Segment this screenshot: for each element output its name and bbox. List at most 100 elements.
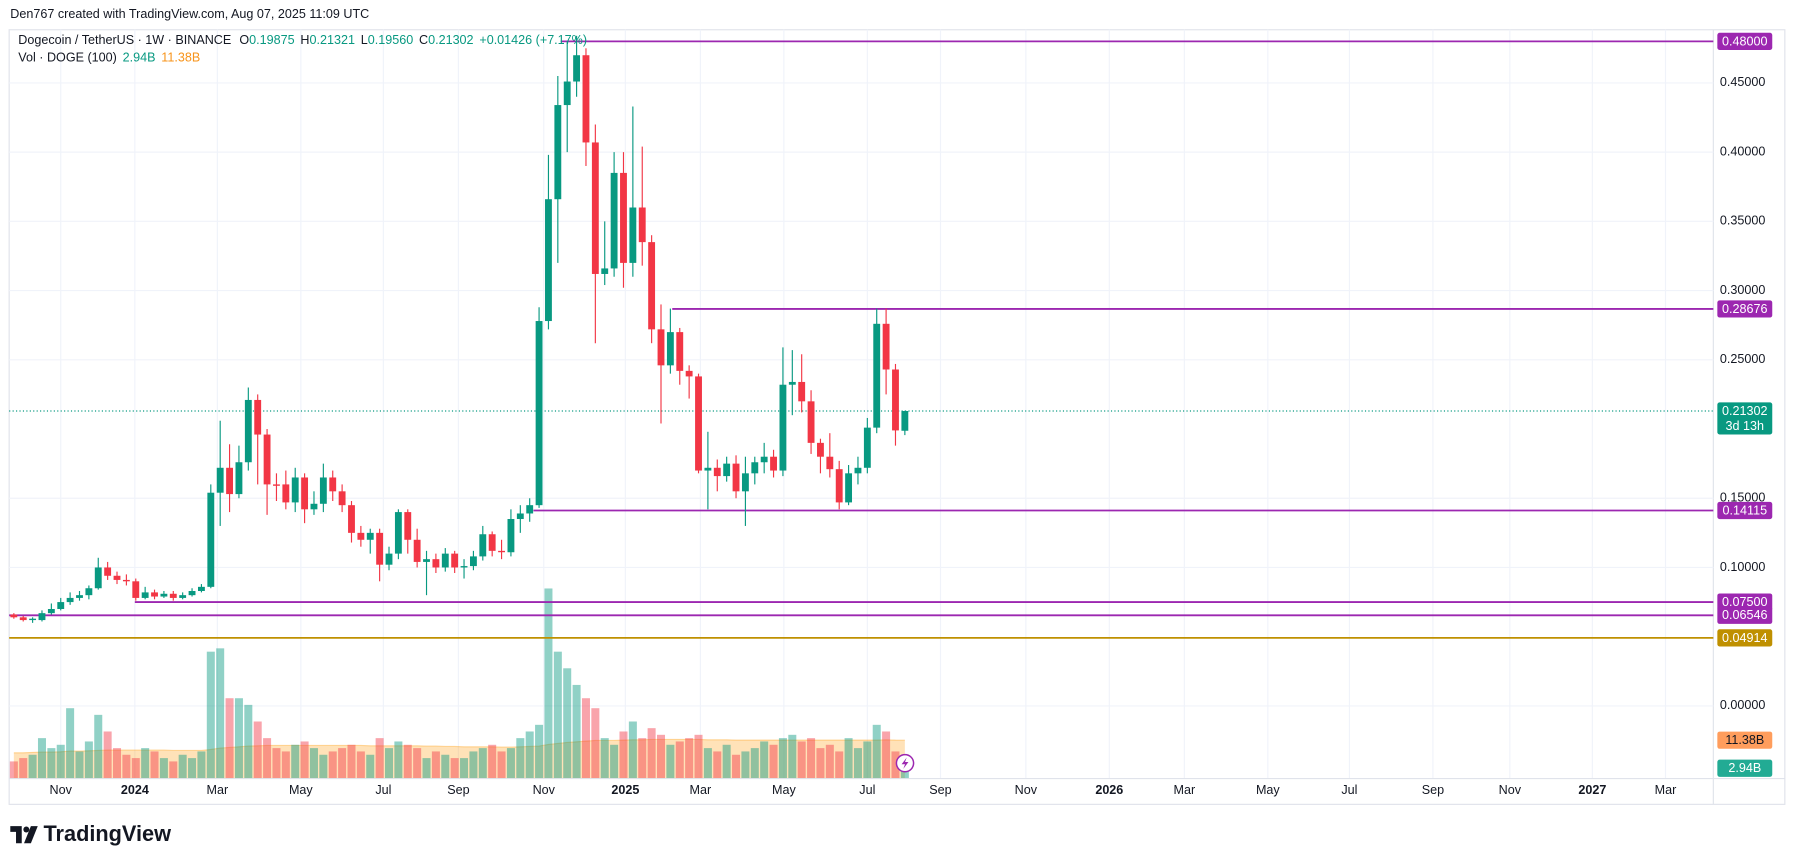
x-tick-label: May bbox=[772, 783, 796, 797]
volume-bar bbox=[769, 744, 778, 779]
volume-bar bbox=[497, 751, 506, 779]
volume-bar bbox=[685, 738, 694, 779]
candle-body bbox=[863, 427, 871, 468]
volume-bar bbox=[638, 738, 647, 779]
volume-bar bbox=[159, 758, 168, 779]
y-tick-label: 0.45000 bbox=[1720, 75, 1765, 89]
volume-bar bbox=[891, 751, 900, 779]
grid bbox=[9, 29, 1714, 779]
volume-bar bbox=[703, 748, 712, 779]
candle-body bbox=[47, 609, 55, 614]
candle-body bbox=[892, 369, 899, 431]
volume-bar bbox=[169, 761, 178, 779]
x-tick-label: Nov bbox=[1015, 783, 1038, 797]
legend-value: 0.19560 bbox=[368, 34, 413, 48]
candle-body bbox=[319, 477, 327, 504]
volume-bar bbox=[103, 731, 112, 779]
volume-bar bbox=[394, 741, 403, 779]
volume-bar bbox=[309, 748, 318, 779]
x-tick-label: Jul bbox=[375, 783, 391, 797]
volume-bar bbox=[281, 751, 290, 779]
volume-bar bbox=[441, 754, 450, 779]
volume-bar bbox=[882, 731, 891, 779]
candle-body bbox=[235, 462, 243, 495]
volume-bar bbox=[450, 758, 459, 779]
candle-body bbox=[113, 575, 121, 580]
candle-body bbox=[535, 321, 543, 506]
x-tick-label: Nov bbox=[533, 783, 556, 797]
candle-body bbox=[873, 323, 881, 428]
volume-bar bbox=[197, 751, 206, 779]
volume-ma-label: 11.38B bbox=[1725, 733, 1764, 747]
volume-pane bbox=[9, 588, 909, 779]
x-tick-label: Mar bbox=[690, 783, 712, 797]
level-label: 0.06546 bbox=[1722, 608, 1767, 622]
candle-body bbox=[601, 268, 609, 274]
candle-body bbox=[591, 142, 599, 274]
candle-body bbox=[460, 566, 468, 568]
x-tick-label: May bbox=[289, 783, 313, 797]
volume-ma-value: 11.38B bbox=[161, 51, 200, 65]
candle-body bbox=[301, 477, 309, 510]
volume-bar bbox=[628, 721, 637, 779]
volume-bar bbox=[844, 738, 853, 779]
volume-bar bbox=[375, 738, 384, 779]
x-tick-label: 2027 bbox=[1578, 783, 1606, 797]
volume-bar bbox=[234, 698, 243, 779]
x-tick-label: Jul bbox=[1341, 783, 1357, 797]
candle-body bbox=[357, 532, 365, 540]
candle-body bbox=[573, 55, 581, 82]
candle-body bbox=[741, 473, 749, 492]
volume-bar bbox=[431, 751, 440, 779]
candle-body bbox=[141, 592, 149, 598]
candle-body bbox=[329, 477, 337, 492]
y-tick-label: 0.10000 bbox=[1720, 560, 1765, 574]
y-tick-label: 0.00000 bbox=[1720, 698, 1765, 712]
candle-body bbox=[516, 513, 524, 520]
volume-bar bbox=[272, 748, 281, 779]
volume-bar bbox=[338, 748, 347, 779]
candle-body bbox=[817, 442, 824, 457]
volume-label: 2.94B bbox=[1728, 761, 1761, 775]
candle-body bbox=[760, 456, 768, 463]
candle-body bbox=[216, 467, 224, 493]
candle-body bbox=[704, 467, 712, 471]
volume-bar bbox=[675, 741, 684, 779]
volume-bar bbox=[807, 738, 816, 779]
volume-bar bbox=[666, 744, 675, 779]
volume-bar bbox=[656, 734, 666, 779]
volume-ma-area bbox=[13, 739, 905, 779]
volume-bar bbox=[741, 751, 750, 779]
volume-bar bbox=[581, 698, 590, 779]
candle-body bbox=[713, 467, 721, 477]
legend-line: Dogecoin / TetherUS · 1W · BINANCE O0.19… bbox=[18, 34, 587, 48]
candle-body bbox=[685, 370, 693, 377]
level-label: 0.28676 bbox=[1722, 302, 1767, 316]
x-tick-label: 2024 bbox=[121, 783, 149, 797]
candle-body bbox=[122, 579, 130, 582]
legend-key: O bbox=[239, 34, 249, 48]
volume-bar bbox=[113, 748, 122, 779]
x-tick-label: Sep bbox=[1422, 783, 1444, 797]
level-label: 0.14115 bbox=[1723, 503, 1768, 517]
brand: TradingView bbox=[43, 821, 171, 846]
volume-bar bbox=[572, 684, 581, 779]
volume-bar bbox=[47, 748, 56, 779]
candle-body bbox=[582, 55, 590, 143]
x-tick-label: 2026 bbox=[1095, 783, 1123, 797]
volume-bar bbox=[385, 748, 394, 779]
x-tick-label: Sep bbox=[929, 783, 951, 797]
candle-body bbox=[226, 467, 233, 495]
candle-body bbox=[798, 381, 806, 402]
volume-bar bbox=[94, 714, 103, 779]
candle-body bbox=[432, 559, 440, 568]
volume-bar bbox=[506, 748, 515, 779]
volume-bar bbox=[750, 748, 759, 779]
candle-body bbox=[732, 463, 740, 492]
candle-body bbox=[273, 484, 280, 486]
volume-bar bbox=[872, 724, 881, 779]
volume-bar bbox=[600, 738, 609, 779]
volume-bar bbox=[469, 751, 478, 779]
volume-bar bbox=[75, 751, 84, 779]
volume-bar bbox=[478, 748, 487, 779]
